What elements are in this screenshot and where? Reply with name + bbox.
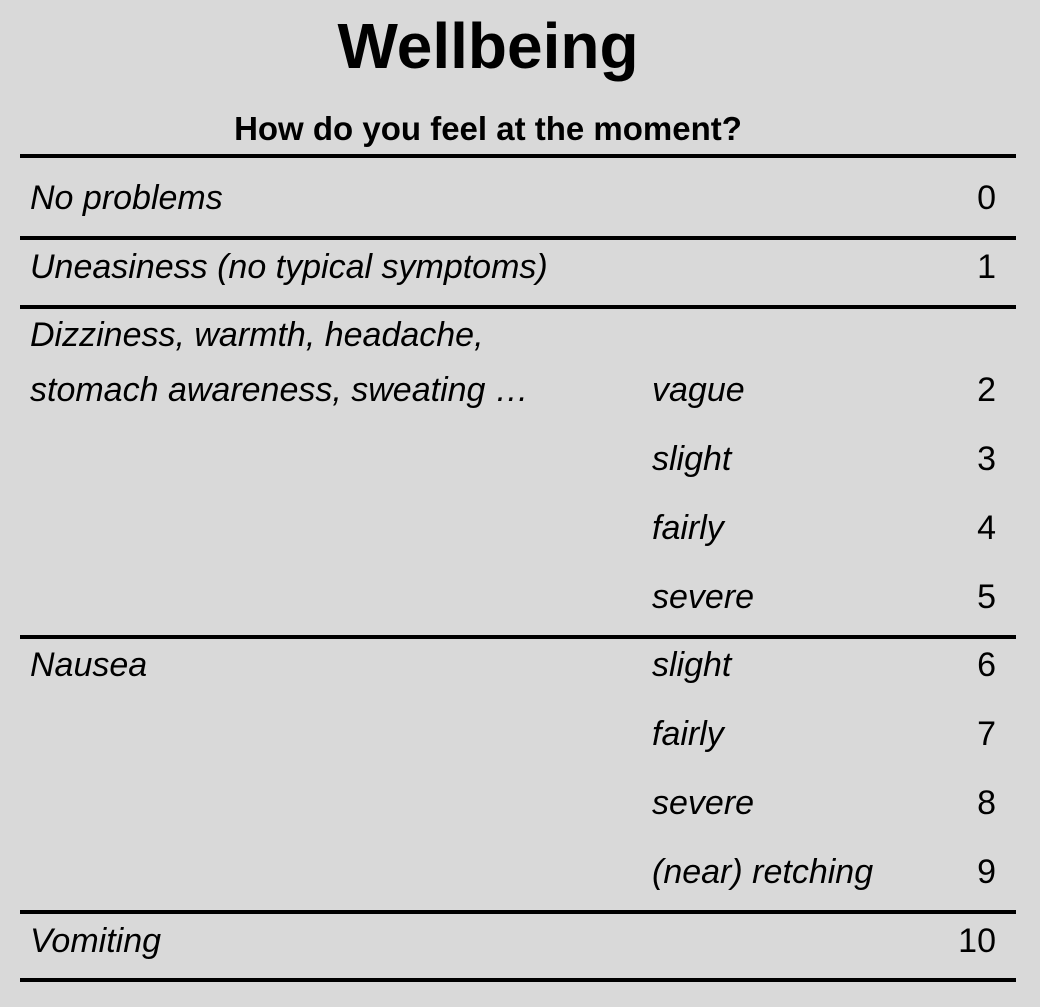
level-score: 8	[977, 784, 996, 822]
table-rule	[20, 635, 1016, 639]
level-score: 2	[977, 371, 996, 409]
level-qualifier: (near) retching	[652, 853, 874, 891]
level-score: 3	[977, 440, 996, 478]
scale-title: Wellbeing	[337, 10, 639, 82]
row-no-problems-label: No problems	[30, 179, 223, 217]
scale-question: How do you feel at the moment?	[234, 110, 742, 147]
level-qualifier: slight	[652, 440, 732, 478]
row-uneasiness-label: Uneasiness (no typical symptoms)	[30, 248, 548, 286]
level-qualifier: fairly	[652, 509, 724, 547]
table-rule-bottom	[20, 978, 1016, 982]
table-rule	[20, 305, 1016, 309]
level-qualifier: severe	[652, 578, 755, 616]
row-vomiting-score: 10	[958, 922, 996, 960]
row-no-problems-score: 0	[977, 179, 996, 217]
table-rule	[20, 236, 1016, 240]
level-score: 9	[977, 853, 996, 891]
level-score: 5	[977, 578, 996, 616]
table-rule-top	[20, 154, 1016, 158]
row-dizziness-label-line2: stomach awareness, sweating …	[30, 371, 529, 409]
row-dizziness-label-line1: Dizziness, warmth, headache,	[30, 316, 484, 354]
level-score: 7	[977, 715, 996, 753]
row-nausea-label: Nausea	[30, 646, 148, 684]
table-rule	[20, 910, 1016, 914]
row-vomiting-label: Vomiting	[30, 922, 162, 960]
level-qualifier: slight	[652, 646, 732, 684]
level-qualifier: severe	[652, 784, 755, 822]
row-uneasiness-score: 1	[977, 248, 996, 286]
level-score: 4	[977, 509, 996, 547]
level-qualifier: vague	[652, 371, 745, 409]
level-qualifier: fairly	[652, 715, 724, 753]
level-score: 6	[977, 646, 996, 684]
